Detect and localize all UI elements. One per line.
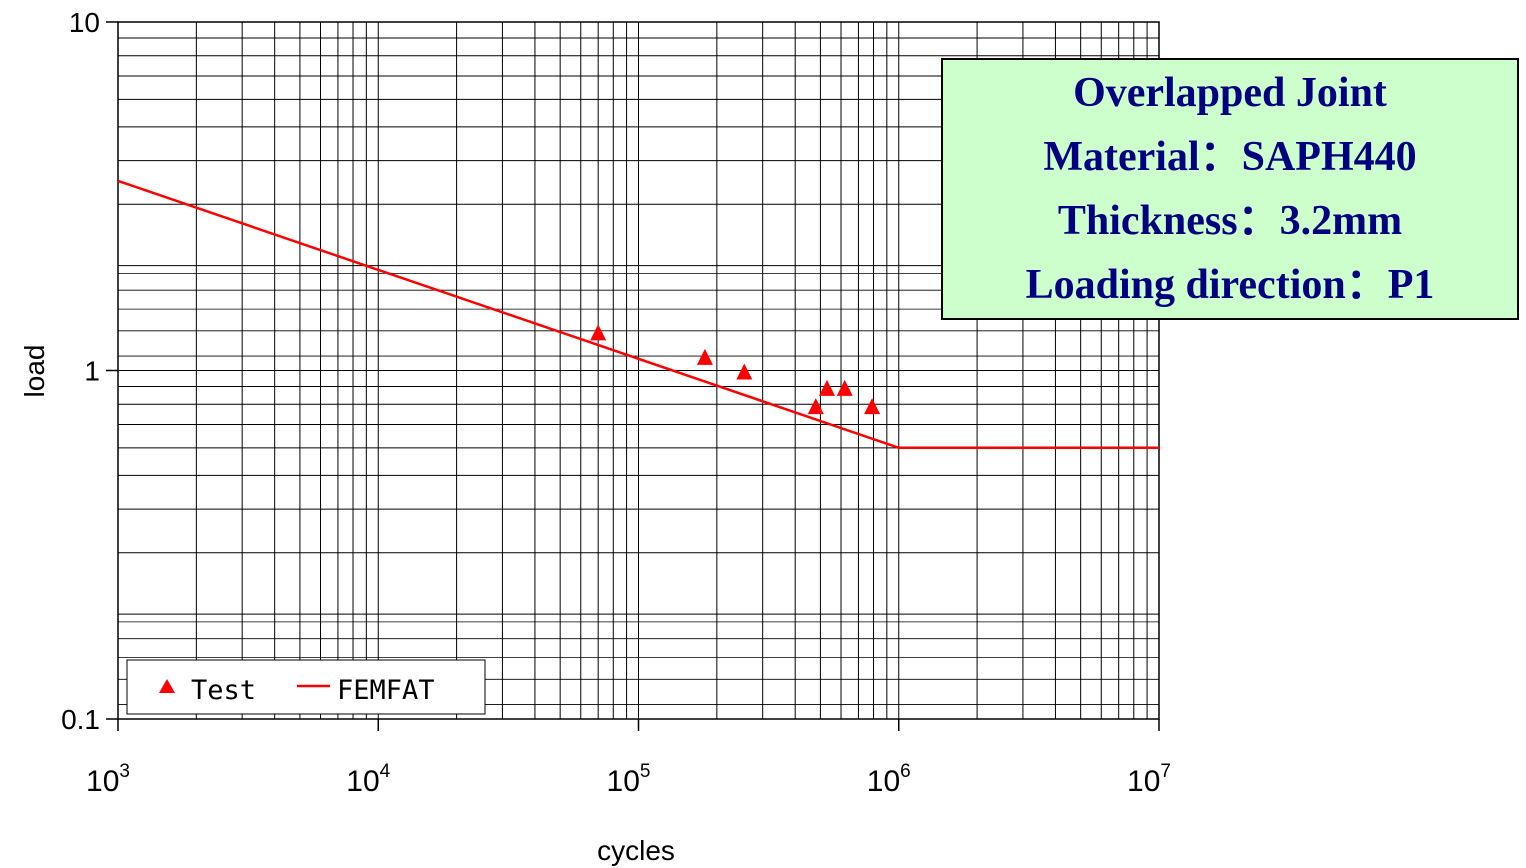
x-tick-exponent: 6 bbox=[900, 761, 911, 782]
x-tick-label: 105 bbox=[607, 761, 651, 798]
legend-label-test: Test bbox=[191, 675, 256, 706]
y-tick-label: 0.1 bbox=[61, 704, 100, 735]
femfat-line bbox=[117, 179, 1159, 450]
legend-triangle-icon bbox=[159, 679, 175, 693]
test-point bbox=[807, 398, 824, 415]
x-axis-title: cycles bbox=[597, 835, 675, 866]
test-point bbox=[736, 363, 753, 380]
legend-label-femfat: FEMFAT bbox=[337, 675, 435, 706]
x-tick-exponent: 3 bbox=[119, 761, 130, 782]
x-tick-exponent: 5 bbox=[640, 761, 651, 782]
annotation-box: Overlapped Joint Material：SAPH440 Thickn… bbox=[941, 58, 1519, 320]
test-point bbox=[696, 348, 713, 365]
test-point bbox=[818, 379, 835, 396]
annotation-line-title: Overlapped Joint bbox=[1073, 70, 1387, 116]
y-ticks: 10 1 0.1 bbox=[61, 7, 118, 735]
y-axis-title: load bbox=[19, 345, 50, 398]
x-tick-label: 106 bbox=[867, 761, 911, 798]
test-point bbox=[590, 324, 607, 341]
annotation-line-loading: Loading direction：P1 bbox=[1025, 262, 1435, 308]
y-tick-label: 1 bbox=[84, 356, 100, 387]
x-tick-label: 104 bbox=[346, 761, 390, 798]
x-ticks: 103 104 105 106 107 bbox=[86, 719, 1171, 798]
x-tick-exponent: 7 bbox=[1160, 761, 1171, 782]
test-point bbox=[864, 398, 881, 415]
x-tick-exponent: 4 bbox=[380, 761, 391, 782]
x-tick-label: 107 bbox=[1127, 761, 1171, 798]
annotation-line-material: Material：SAPH440 bbox=[1043, 134, 1417, 180]
y-tick-label: 10 bbox=[69, 7, 100, 38]
series-layer bbox=[117, 179, 1159, 450]
annotation-line-thickness: Thickness：3.2mm bbox=[1057, 198, 1403, 244]
test-point bbox=[836, 379, 853, 396]
x-tick-label: 103 bbox=[86, 761, 130, 798]
legend: Test FEMFAT bbox=[126, 659, 486, 715]
